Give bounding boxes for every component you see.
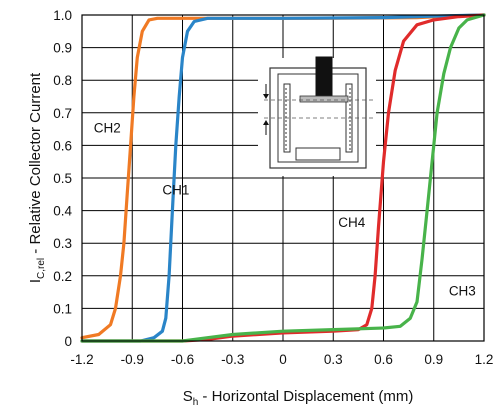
y-tick-label: 0.8 bbox=[53, 73, 72, 88]
x-tick-label: 1.2 bbox=[475, 352, 494, 367]
y-axis-title: IC,rel - Relative Collector Current bbox=[27, 72, 47, 283]
x-tick-labels: -1.2 -0.9 -0.6 -0.3 0 0.3 0.6 0.9 1.2 bbox=[70, 352, 493, 367]
curve-label-ch4: CH4 bbox=[338, 215, 365, 230]
x-tick-label: -0.3 bbox=[221, 352, 244, 367]
y-tick-label: 0.3 bbox=[53, 236, 72, 251]
y-tick-label: 0 bbox=[64, 334, 72, 349]
y-tick-label: 0.2 bbox=[53, 269, 72, 284]
y-tick-label: 0.5 bbox=[53, 171, 72, 186]
x-tick-label: -0.9 bbox=[121, 352, 144, 367]
curve-label-ch3: CH3 bbox=[449, 283, 476, 298]
sensor-inset-diagram bbox=[258, 56, 376, 176]
series-line-ch3 bbox=[80, 13, 486, 343]
y-tick-label: 1.0 bbox=[53, 8, 72, 23]
y-tick-labels: 0 0.1 0.2 0.3 0.4 0.5 0.6 0.7 0.8 0.9 1.0 bbox=[53, 8, 72, 349]
x-tick-label: 0.3 bbox=[324, 352, 343, 367]
curve-label-ch2: CH2 bbox=[94, 120, 121, 135]
y-tick-label: 0.6 bbox=[53, 138, 72, 153]
series-lines bbox=[80, 13, 486, 343]
y-tick-label: 0.7 bbox=[53, 106, 72, 121]
y-tick-label: 0.4 bbox=[53, 204, 72, 219]
x-tick-label: -1.2 bbox=[70, 352, 93, 367]
x-tick-label: 0 bbox=[279, 352, 287, 367]
x-tick-label: 0.9 bbox=[424, 352, 443, 367]
x-axis-title: Sh - Horizontal Displacement (mm) bbox=[183, 388, 414, 408]
series-line-ch1 bbox=[80, 13, 486, 343]
x-tick-label: 0.6 bbox=[374, 352, 393, 367]
curve-label-ch1: CH1 bbox=[162, 182, 189, 197]
y-tick-label: 0.9 bbox=[53, 41, 72, 56]
x-tick-label: -0.6 bbox=[171, 352, 194, 367]
plot-frame bbox=[81, 14, 485, 342]
curve-labels: CH2 CH1 CH4 CH3 bbox=[94, 120, 476, 298]
y-tick-label: 0.1 bbox=[53, 301, 72, 316]
